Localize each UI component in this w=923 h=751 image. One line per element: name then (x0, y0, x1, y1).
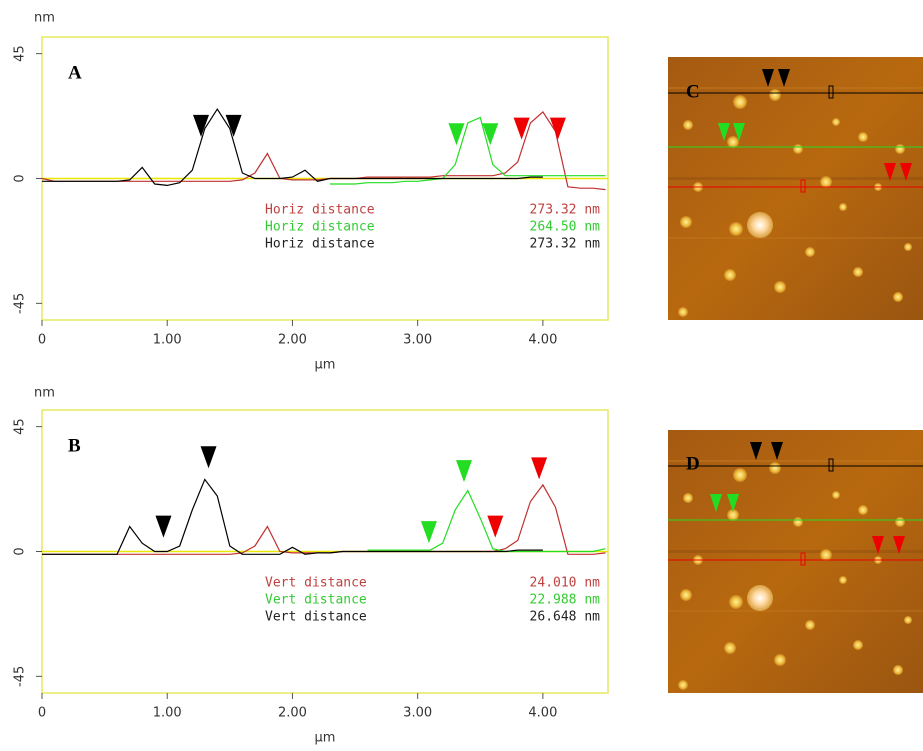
y-tick-label: 0 (13, 174, 28, 182)
cursor-marker (531, 457, 548, 480)
y-axis-label: nm (34, 386, 55, 401)
y-tick-label: 0 (13, 547, 28, 555)
y-tick-label: -45 (13, 666, 28, 687)
measurement-value: 26.648 nm (530, 610, 601, 625)
cursor-marker (200, 446, 217, 469)
afm-image-d (667, 429, 923, 694)
x-tick-label: 1.00 (153, 333, 182, 348)
cursor-marker (549, 117, 566, 140)
measurement-label: Horiz distance (265, 220, 375, 235)
x-tick-label: 3.00 (403, 706, 432, 721)
cursor-marker (420, 521, 437, 544)
profile-line (42, 107, 543, 187)
panel-label: B (68, 435, 81, 456)
measurement-label: Horiz distance (265, 237, 375, 252)
panel-label: D (686, 453, 700, 474)
measurement-value: 22.988 nm (530, 593, 601, 608)
afm-image-c (667, 56, 923, 321)
panel-label: C (686, 81, 700, 102)
profile-line (42, 483, 606, 555)
x-tick-label: 0 (38, 333, 46, 348)
measurement-label: Vert distance (265, 576, 367, 591)
x-axis-label: µm (315, 358, 336, 373)
cursor-marker (225, 114, 242, 137)
profile-line (41, 110, 606, 191)
cursor-marker (487, 515, 504, 538)
x-tick-label: 1.00 (153, 706, 182, 721)
cursor-marker (513, 117, 530, 140)
measurement-value: 264.50 nm (530, 220, 601, 235)
x-tick-label: 2.00 (278, 706, 307, 721)
y-tick-label: 45 (13, 418, 28, 435)
y-axis-label: nm (34, 11, 55, 26)
cursor-marker (448, 123, 465, 146)
x-tick-label: 4.00 (528, 706, 557, 721)
profile-line (330, 116, 606, 185)
measurement-label: Horiz distance (265, 203, 375, 218)
cursor-marker (482, 123, 499, 146)
x-tick-label: 4.00 (528, 333, 557, 348)
profile-line (42, 478, 543, 555)
panel-label: A (68, 62, 82, 83)
y-tick-label: -45 (13, 293, 28, 314)
measurement-value: 273.32 nm (530, 203, 601, 218)
profile-line (367, 489, 606, 553)
x-axis-label: µm (315, 731, 336, 746)
x-tick-label: 2.00 (278, 333, 307, 348)
y-tick-label: 45 (13, 45, 28, 62)
cursor-marker (155, 515, 172, 538)
measurement-label: Vert distance (265, 593, 367, 608)
x-tick-label: 3.00 (403, 333, 432, 348)
cursor-marker (193, 114, 210, 137)
measurement-value: 24.010 nm (530, 576, 601, 591)
x-tick-label: 0 (38, 706, 46, 721)
measurement-value: 273.32 nm (530, 237, 601, 252)
measurement-label: Vert distance (265, 610, 367, 625)
cursor-marker (455, 460, 472, 483)
